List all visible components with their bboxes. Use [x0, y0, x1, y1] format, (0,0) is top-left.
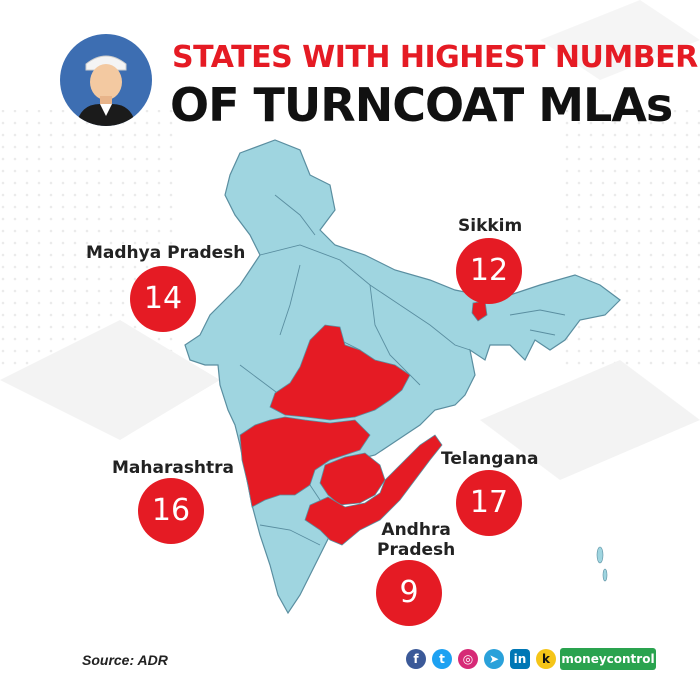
- count-badge-andhra-pradesh: 9: [376, 560, 442, 626]
- telegram-icon[interactable]: ➤: [484, 649, 504, 669]
- count-badge-telangana: 17: [456, 470, 522, 536]
- andhra-pradesh-region: [304, 434, 443, 546]
- koo-icon[interactable]: k: [536, 649, 556, 669]
- count-badge-madhya-pradesh: 14: [130, 266, 196, 332]
- telangana-region: [319, 452, 386, 506]
- instagram-icon[interactable]: ◎: [458, 649, 478, 669]
- state-label-sikkim: Sikkim: [458, 216, 523, 236]
- header: STATES WITH HIGHEST NUMBER OF TURNCOAT M…: [60, 30, 698, 132]
- title-line-2: OF TURNCOAT MLAs: [170, 78, 673, 132]
- twitter-icon[interactable]: t: [432, 649, 452, 669]
- source-note: Source: ADR: [82, 652, 168, 668]
- title-line-1: STATES WITH HIGHEST NUMBER: [172, 40, 698, 75]
- facebook-icon[interactable]: f: [406, 649, 426, 669]
- state-label-telangana: Telangana: [441, 449, 539, 469]
- state-label-maharashtra: Maharashtra: [112, 458, 235, 478]
- count-badge-sikkim: 12: [456, 238, 522, 304]
- maharashtra-region: [239, 416, 371, 508]
- linkedin-icon[interactable]: in: [510, 649, 530, 669]
- state-label-andhra-pradesh: Andhra Pradesh: [377, 520, 456, 560]
- count-badge-maharashtra: 16: [138, 478, 204, 544]
- moneycontrol-logo[interactable]: moneycontrol: [560, 648, 656, 670]
- politician-avatar: [60, 34, 152, 126]
- state-label-madhya-pradesh: Madhya Pradesh: [86, 243, 246, 263]
- islands: [596, 546, 608, 582]
- madhya-pradesh-region: [269, 324, 411, 421]
